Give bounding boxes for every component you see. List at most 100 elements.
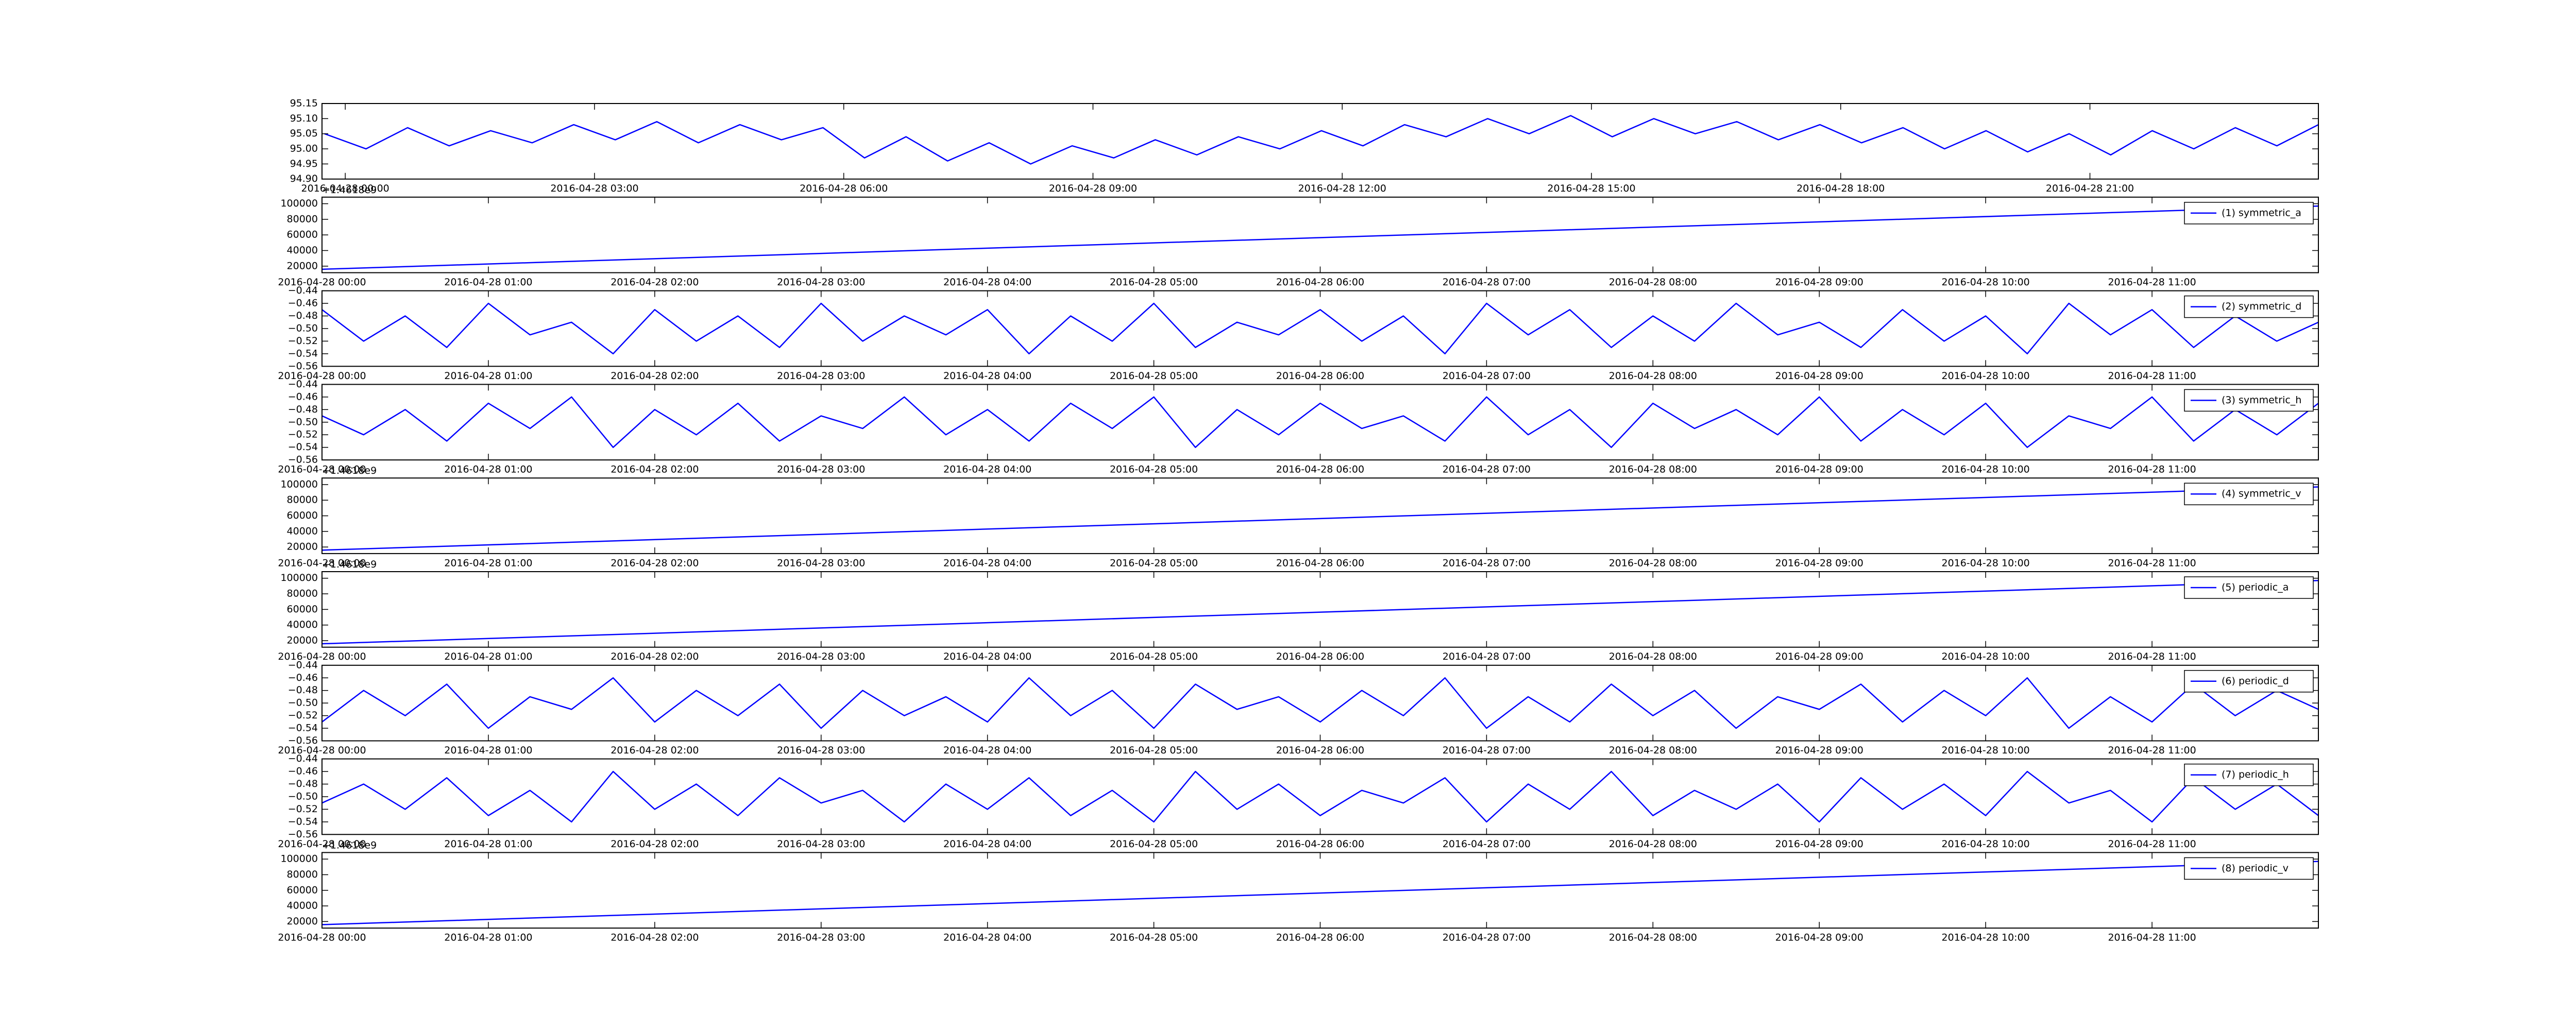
y-tick-label: 40000 [287, 245, 318, 256]
offset-text: +1.4618e9 [322, 184, 377, 196]
x-tick-label: 2016-04-28 03:00 [777, 838, 865, 850]
x-tick-label: 2016-04-28 02:00 [611, 464, 699, 475]
y-tick-label: −0.54 [288, 441, 318, 453]
x-tick-label: 2016-04-28 05:00 [1110, 651, 1198, 662]
legend-label: (6) periodic_d [2222, 675, 2289, 686]
x-tick-label: 2016-04-28 11:00 [2108, 277, 2196, 288]
data-line [322, 486, 2318, 551]
x-tick-label: 2016-04-28 04:00 [943, 464, 1031, 475]
x-tick-label: 2016-04-28 09:00 [1775, 277, 1863, 288]
axes-frame [321, 852, 2319, 929]
x-tick-label: 2016-04-28 02:00 [611, 932, 699, 943]
x-tick-label: 2016-04-28 04:00 [943, 277, 1031, 288]
y-tick-label: −0.56 [288, 735, 318, 746]
x-tick-label: 2016-04-28 10:00 [1942, 277, 2030, 288]
y-tick-label: 100000 [280, 198, 318, 209]
x-tick-label: 2016-04-28 09:00 [1775, 651, 1863, 662]
x-tick-label: 2016-04-28 08:00 [1609, 932, 1697, 943]
x-tick-label: 2016-04-28 03:00 [777, 651, 865, 662]
y-tick-label: 40000 [287, 619, 318, 630]
y-tick-label: −0.44 [288, 379, 318, 390]
x-tick-label: 2016-04-28 06:00 [1276, 464, 1364, 475]
y-tick-label: 95.15 [290, 98, 318, 109]
x-tick-label: 2016-04-28 06:00 [1276, 277, 1364, 288]
data-line [322, 205, 2318, 270]
x-tick-label: 2016-04-28 05:00 [1110, 277, 1198, 288]
x-tick-label: 2016-04-28 02:00 [611, 651, 699, 662]
y-tick-label: −0.52 [288, 429, 318, 440]
x-tick-label: 2016-04-28 04:00 [943, 370, 1031, 382]
x-tick-label: 2016-04-28 10:00 [1942, 464, 2030, 475]
x-tick-label: 2016-04-28 02:00 [611, 370, 699, 382]
offset-text: +1.4618e9 [322, 465, 377, 476]
y-tick-label: 94.95 [290, 158, 318, 169]
y-tick-label: 20000 [287, 260, 318, 271]
y-tick-label: −0.50 [288, 322, 318, 334]
y-tick-label: −0.46 [288, 766, 318, 777]
x-tick-label: 2016-04-28 07:00 [1443, 745, 1531, 756]
x-tick-label: 2016-04-28 11:00 [2108, 464, 2196, 475]
y-tick-label: −0.50 [288, 416, 318, 427]
y-tick-label: 80000 [287, 869, 318, 880]
axes-frame [321, 664, 2319, 742]
legend-label: (5) periodic_a [2222, 582, 2289, 593]
legend-label: (3) symmetric_h [2222, 394, 2301, 406]
x-tick-label: 2016-04-28 00:00 [278, 557, 366, 569]
plot-area [322, 677, 2318, 729]
y-tick-label: 100000 [280, 853, 318, 865]
x-tick-label: 2016-04-28 06:00 [1276, 932, 1364, 943]
legend-label: (8) periodic_v [2222, 863, 2289, 874]
legend-label: (1) symmetric_a [2222, 207, 2301, 218]
x-tick-label: 2016-04-28 00:00 [278, 464, 366, 475]
y-tick-label: −0.44 [288, 659, 318, 671]
x-tick-label: 2016-04-28 10:00 [1942, 932, 2030, 943]
x-tick-label: 2016-04-28 02:00 [611, 557, 699, 569]
x-tick-label: 2016-04-28 08:00 [1609, 838, 1697, 850]
subplot: −0.56−0.54−0.52 −0.50−0.48 −0.46−0.44 2016-… [278, 379, 2319, 475]
x-tick-label: 2016-04-28 03:00 [550, 183, 638, 194]
x-tick-label: 2016-04-28 03:00 [777, 277, 865, 288]
x-tick-label: 2016-04-28 05:00 [1110, 932, 1198, 943]
x-tick-label: 2016-04-28 09:00 [1049, 183, 1137, 194]
plot-area [322, 396, 2318, 448]
offset-text: +1.4618e9 [322, 559, 377, 570]
x-tick-label: 2016-04-28 09:00 [1775, 932, 1863, 943]
x-tick-label: 2016-04-28 06:00 [800, 183, 888, 194]
x-tick-label: 2016-04-28 00:00 [278, 838, 366, 850]
x-tick-label: 2016-04-28 01:00 [444, 370, 532, 382]
y-tick-label: 80000 [287, 494, 318, 506]
x-tick-label: 2016-04-28 07:00 [1443, 277, 1531, 288]
x-tick-label: 2016-04-28 04:00 [943, 745, 1031, 756]
x-tick-label: 2016-04-28 10:00 [1942, 745, 2030, 756]
data-line [322, 861, 2318, 925]
x-tick-label: 2016-04-28 07:00 [1443, 464, 1531, 475]
y-tick-label: −0.46 [288, 298, 318, 309]
x-tick-label: 2016-04-28 01:00 [444, 745, 532, 756]
subplot: 20000 40000 60000 80000 100000 2016-04-28 00:… [278, 839, 2319, 943]
x-tick-label: 2016-04-28 08:00 [1609, 464, 1697, 475]
x-tick-label: 2016-04-28 08:00 [1609, 651, 1697, 662]
x-tick-label: 2016-04-28 11:00 [2108, 557, 2196, 569]
plot-area [322, 861, 2318, 925]
x-tick-label: 2016-04-28 08:00 [1609, 277, 1697, 288]
x-tick-label: 2016-04-28 06:00 [1276, 370, 1364, 382]
x-tick-label: 2016-04-28 10:00 [1942, 651, 2030, 662]
y-tick-label: −0.50 [288, 791, 318, 802]
y-tick-label: −0.56 [288, 829, 318, 840]
x-tick-label: 2016-04-28 07:00 [1443, 370, 1531, 382]
data-line [322, 677, 2318, 729]
x-tick-label: 2016-04-28 01:00 [444, 838, 532, 850]
x-tick-label: 2016-04-28 02:00 [611, 838, 699, 850]
x-tick-label: 2016-04-28 04:00 [943, 557, 1031, 569]
y-tick-label: 100000 [280, 572, 318, 583]
x-tick-label: 2016-04-28 05:00 [1110, 464, 1198, 475]
axes-frame [321, 290, 2319, 367]
x-tick-label: 2016-04-28 06:00 [1276, 838, 1364, 850]
y-tick-label: 40000 [287, 900, 318, 912]
x-tick-label: 2016-04-28 08:00 [1609, 370, 1697, 382]
x-tick-label: 2016-04-28 05:00 [1110, 745, 1198, 756]
x-tick-label: 2016-04-28 11:00 [2108, 370, 2196, 382]
y-tick-label: −0.52 [288, 335, 318, 347]
x-tick-label: 2016-04-28 00:00 [301, 183, 389, 194]
x-tick-label: 2016-04-28 00:00 [278, 932, 366, 943]
